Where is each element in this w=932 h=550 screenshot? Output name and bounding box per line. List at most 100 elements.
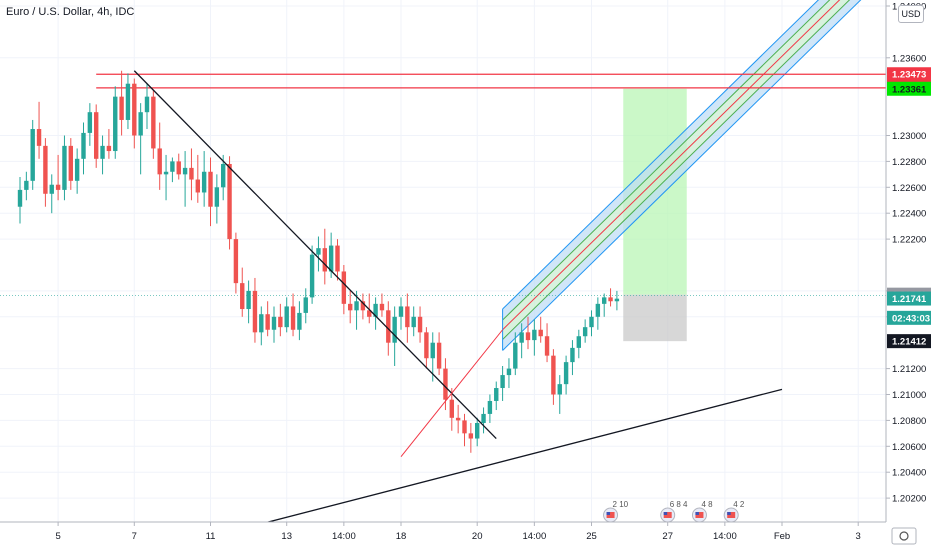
flag-stripe-icon	[663, 512, 672, 518]
flag-canton-icon	[606, 512, 611, 515]
candle-body	[525, 332, 531, 341]
time-tick-label: 13	[281, 531, 292, 542]
price-tick-label: 1.22800	[892, 157, 926, 168]
event-count: 4 8	[701, 500, 713, 509]
event-count: 2 10	[613, 500, 629, 509]
candle-body	[24, 180, 29, 190]
candle-body	[335, 245, 340, 272]
channel-band-lower	[502, 0, 861, 351]
candle-body	[151, 96, 156, 149]
price-tick-label: 1.20800	[892, 416, 926, 427]
candle-body	[284, 306, 289, 328]
candle-body	[544, 336, 550, 356]
candle-body	[182, 167, 188, 175]
price-tick-label: 1.22600	[892, 183, 926, 194]
price-tag-label: 02:43:03	[892, 313, 930, 324]
candle-body	[240, 283, 245, 310]
candle-body	[17, 189, 23, 207]
event-count: 6 8 4	[670, 500, 688, 509]
candle-body	[487, 400, 493, 414]
settings-button	[891, 527, 917, 545]
candle-body	[551, 355, 556, 395]
price-tag	[887, 310, 931, 325]
candle-body	[144, 96, 150, 113]
currency-button[interactable]: USD	[898, 5, 924, 23]
candle-body	[462, 420, 467, 434]
candle-body	[62, 145, 67, 190]
candle-body	[322, 248, 327, 272]
candle-body	[176, 161, 181, 175]
candle-body	[379, 303, 385, 311]
price-tick-label: 1.20600	[892, 442, 926, 453]
candle-body	[563, 362, 569, 385]
candle-body	[468, 433, 474, 439]
candle-body	[328, 245, 334, 272]
candle-body	[614, 298, 620, 302]
channel-line-bottom	[502, 0, 862, 351]
flag-canton-icon	[663, 512, 668, 515]
candle-body	[303, 297, 308, 313]
candle-body	[309, 254, 315, 298]
price-tag-label: 1.23473	[892, 70, 926, 81]
candle-body	[125, 83, 131, 120]
candle-body	[94, 112, 99, 159]
economic-events[interactable]: 2 10 6 8 4 4 8 4 2	[603, 500, 745, 523]
channel-line-top	[502, 0, 820, 310]
candle-body	[519, 332, 524, 343]
price-tag	[887, 67, 931, 82]
candle-body	[252, 290, 258, 333]
price-tick-label: 1.21200	[892, 364, 926, 375]
candle-body	[608, 297, 613, 302]
time-axis-bg	[0, 522, 932, 550]
candle-body	[373, 303, 378, 317]
time-tick-label: 11	[206, 531, 216, 542]
time-tick-label: 3	[856, 531, 861, 542]
price-tag	[887, 291, 931, 306]
candle-body	[494, 388, 499, 401]
trend-line	[400, 329, 503, 457]
candle-body	[43, 145, 48, 194]
candle-body	[455, 417, 461, 421]
candle-body	[132, 83, 137, 136]
candle-body	[538, 329, 543, 337]
candle-body	[81, 132, 86, 159]
candle-body	[398, 306, 404, 317]
flag-stripe-icon	[695, 512, 704, 518]
candle-body	[602, 297, 607, 304]
candle-body	[290, 306, 296, 330]
candle-body	[189, 167, 194, 180]
time-tick-label: 27	[662, 531, 673, 542]
channel-median	[502, 0, 841, 331]
candle-body	[221, 163, 226, 188]
price-tick-label: 1.20200	[892, 494, 926, 505]
candle-body	[430, 342, 435, 359]
price-tag-label: 1.21741	[892, 294, 927, 305]
candle-body	[100, 145, 105, 159]
resistance-levels[interactable]	[0, 73, 886, 297]
candle-body	[436, 342, 442, 369]
pitchfork-channel[interactable]	[502, 0, 909, 351]
candle-body	[424, 332, 429, 359]
channel-line-inner-bottom	[502, 0, 851, 340]
price-tag-label: 1.23361	[892, 84, 927, 95]
candle-body	[201, 171, 207, 193]
price-tick-label: 1.22400	[892, 209, 926, 220]
flag-canton-icon	[695, 512, 699, 515]
candle-body	[138, 112, 143, 136]
candle-body	[265, 314, 270, 330]
time-axis[interactable]: 5 7 11 13 14:00 18 20 14:00 25 27 14:00 Feb 3	[0, 521, 932, 550]
candle-body	[259, 314, 264, 333]
candle-body	[405, 306, 410, 328]
candle-body	[49, 184, 54, 194]
candle-body	[348, 303, 353, 311]
price-tag	[887, 334, 931, 349]
candle-body	[113, 96, 118, 152]
candle-body	[87, 112, 93, 133]
candle-body	[157, 148, 162, 175]
time-tick-label: 5	[55, 531, 60, 542]
candle-body	[360, 301, 366, 311]
time-tick-label: 14:00	[332, 531, 356, 542]
candle-body	[170, 161, 175, 172]
trend-lines[interactable]	[133, 70, 783, 538]
